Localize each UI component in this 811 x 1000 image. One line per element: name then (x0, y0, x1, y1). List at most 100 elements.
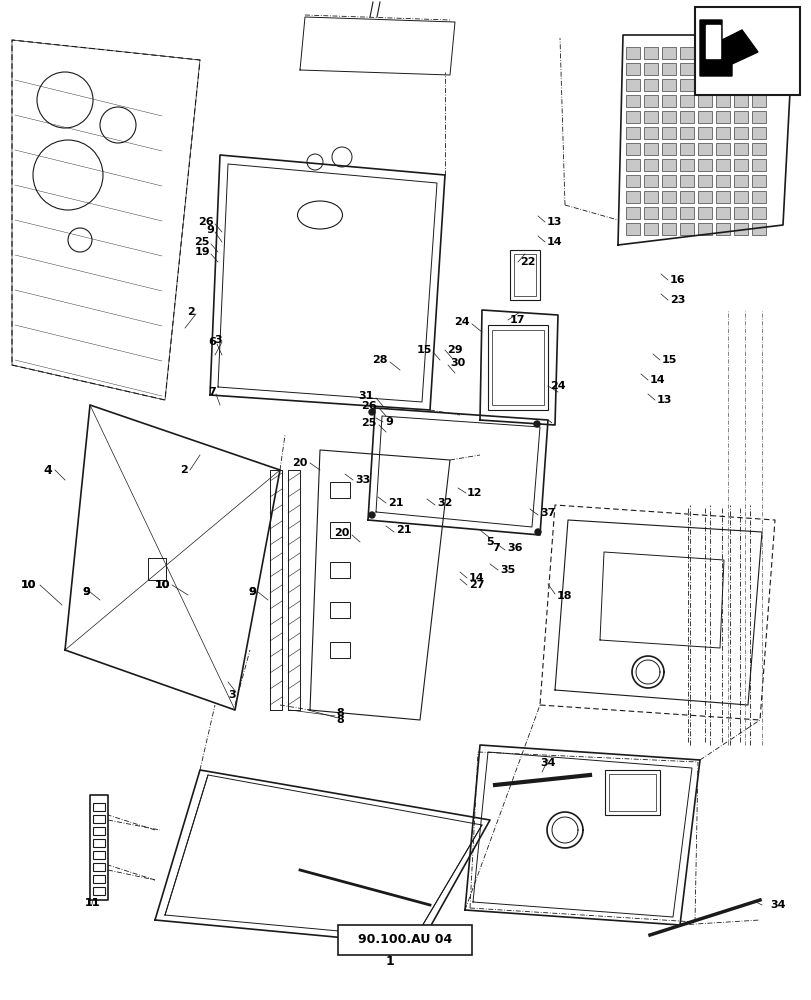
Bar (491, 330, 543, 405)
Bar (697, 159, 711, 171)
Bar (329, 562, 350, 578)
Bar (733, 63, 747, 75)
Bar (715, 175, 729, 187)
Circle shape (368, 409, 375, 415)
Bar (661, 95, 676, 107)
Bar (733, 207, 747, 219)
Bar (751, 191, 765, 203)
Text: 5: 5 (486, 537, 493, 547)
Bar (679, 175, 693, 187)
Bar (625, 223, 639, 235)
Text: 29: 29 (446, 345, 462, 355)
Polygon shape (699, 20, 757, 76)
Text: 9: 9 (82, 587, 90, 597)
Text: 4: 4 (43, 464, 52, 477)
Bar (643, 207, 657, 219)
Text: 7: 7 (491, 543, 500, 553)
Text: 15: 15 (661, 355, 676, 365)
Bar (643, 191, 657, 203)
Bar (697, 223, 711, 235)
Text: 9: 9 (82, 587, 90, 597)
Bar (715, 191, 729, 203)
Bar (661, 79, 676, 91)
Text: 10: 10 (154, 580, 169, 590)
Bar (661, 127, 676, 139)
Bar (604, 770, 659, 815)
Bar (625, 207, 639, 219)
Bar (751, 47, 765, 59)
Bar (329, 482, 350, 498)
Text: 31: 31 (358, 391, 374, 401)
Bar (625, 79, 639, 91)
Bar (643, 95, 657, 107)
Bar (751, 207, 765, 219)
Bar (697, 111, 711, 123)
Bar (679, 223, 693, 235)
Bar (697, 191, 711, 203)
Bar (625, 127, 639, 139)
Text: 10: 10 (20, 580, 36, 590)
Bar (625, 63, 639, 75)
Text: 14: 14 (469, 573, 484, 583)
Bar (697, 63, 711, 75)
Bar (715, 143, 729, 155)
Bar (715, 207, 729, 219)
Bar (487, 325, 547, 410)
Bar (697, 95, 711, 107)
FancyBboxPatch shape (337, 925, 471, 955)
Bar (93, 863, 105, 871)
Bar (93, 803, 105, 811)
Bar (679, 79, 693, 91)
Text: 34: 34 (539, 758, 555, 768)
Text: 9: 9 (247, 587, 255, 597)
Bar (715, 63, 729, 75)
Bar (751, 79, 765, 91)
Bar (661, 63, 676, 75)
Polygon shape (705, 25, 719, 58)
Text: 16: 16 (669, 275, 684, 285)
Bar (733, 191, 747, 203)
Bar (751, 223, 765, 235)
Bar (715, 47, 729, 59)
Bar (643, 47, 657, 59)
Bar (679, 159, 693, 171)
Text: 1: 1 (385, 955, 394, 968)
Text: 9: 9 (247, 587, 255, 597)
Text: 19: 19 (194, 247, 210, 257)
Bar (751, 63, 765, 75)
Text: 90.100.AU 04: 90.100.AU 04 (358, 933, 452, 946)
Bar (679, 143, 693, 155)
Bar (93, 887, 105, 895)
Text: 30: 30 (449, 358, 465, 368)
Bar (733, 79, 747, 91)
Bar (697, 47, 711, 59)
Bar (93, 815, 105, 823)
Bar (329, 642, 350, 658)
Text: 24: 24 (454, 317, 470, 327)
Text: 37: 37 (539, 508, 555, 518)
Text: 33: 33 (354, 475, 370, 485)
Circle shape (368, 512, 375, 518)
Bar (751, 127, 765, 139)
Bar (643, 223, 657, 235)
Bar (715, 111, 729, 123)
Text: 15: 15 (416, 345, 431, 355)
Bar (625, 175, 639, 187)
Circle shape (534, 529, 540, 535)
Text: 11: 11 (84, 898, 100, 908)
Text: 3: 3 (228, 690, 236, 700)
Bar (625, 111, 639, 123)
Bar (661, 143, 676, 155)
Bar (715, 95, 729, 107)
Text: 26: 26 (198, 217, 214, 227)
Bar (643, 175, 657, 187)
Bar (751, 95, 765, 107)
Bar (715, 159, 729, 171)
Bar (661, 191, 676, 203)
Text: 27: 27 (469, 580, 484, 590)
Bar (625, 159, 639, 171)
Bar (509, 250, 539, 300)
Bar (733, 143, 747, 155)
Bar (715, 223, 729, 235)
Text: 2: 2 (180, 465, 188, 475)
